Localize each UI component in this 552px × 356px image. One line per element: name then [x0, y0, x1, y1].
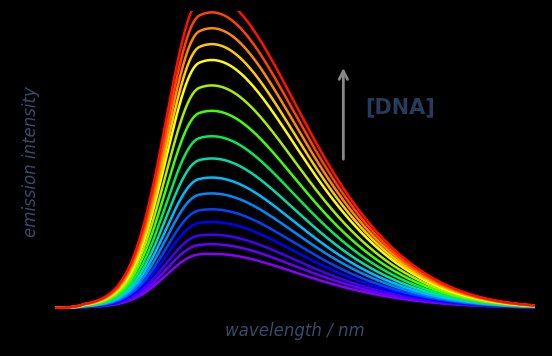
Text: wavelength / nm: wavelength / nm: [225, 323, 365, 340]
Text: [DNA]: [DNA]: [365, 98, 435, 117]
Text: emission intensity: emission intensity: [22, 87, 40, 237]
